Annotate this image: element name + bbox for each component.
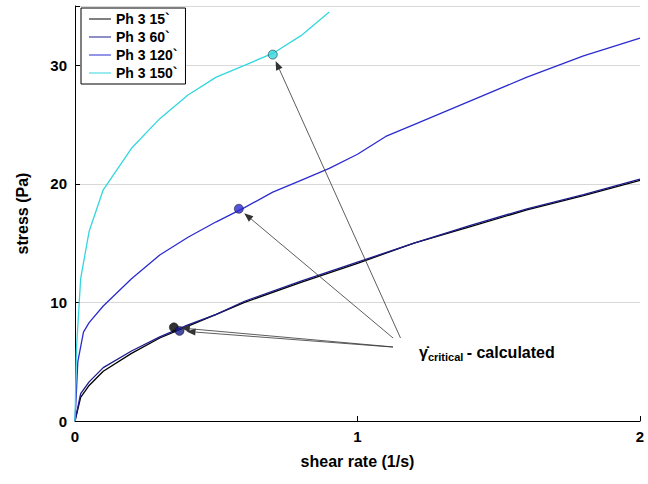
svg-text:critical: critical bbox=[428, 351, 463, 363]
svg-text:- calculated: - calculated bbox=[467, 344, 555, 361]
svg-text:2: 2 bbox=[636, 428, 644, 445]
svg-text:γ̇: γ̇ bbox=[419, 343, 428, 361]
svg-text:10: 10 bbox=[50, 294, 67, 311]
svg-text:Ph 3 15`: Ph 3 15` bbox=[116, 11, 170, 27]
svg-text:20: 20 bbox=[50, 175, 67, 192]
svg-text:Ph 3 150`: Ph 3 150` bbox=[116, 65, 177, 81]
svg-text:Ph 3 60`: Ph 3 60` bbox=[116, 29, 170, 45]
svg-text:shear rate (1/s): shear rate (1/s) bbox=[301, 453, 415, 470]
svg-text:0: 0 bbox=[71, 428, 79, 445]
svg-text:stress (Pa): stress (Pa) bbox=[14, 173, 31, 255]
svg-text:0: 0 bbox=[59, 413, 67, 430]
svg-text:Ph 3 120`: Ph 3 120` bbox=[116, 47, 177, 63]
svg-text:30: 30 bbox=[50, 57, 67, 74]
svg-text:1: 1 bbox=[353, 428, 361, 445]
